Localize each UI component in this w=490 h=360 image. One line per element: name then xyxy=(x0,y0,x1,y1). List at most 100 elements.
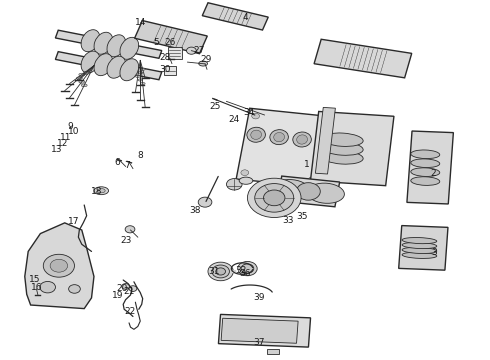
Ellipse shape xyxy=(411,159,440,167)
Polygon shape xyxy=(316,107,335,174)
Text: 17: 17 xyxy=(68,217,79,226)
Circle shape xyxy=(319,120,327,126)
Circle shape xyxy=(50,259,68,272)
Ellipse shape xyxy=(296,135,307,144)
Text: 20: 20 xyxy=(117,284,128,293)
Circle shape xyxy=(208,262,233,281)
Ellipse shape xyxy=(120,37,139,59)
Circle shape xyxy=(187,47,196,54)
Ellipse shape xyxy=(307,183,344,203)
Polygon shape xyxy=(399,226,448,270)
Circle shape xyxy=(308,177,316,183)
Ellipse shape xyxy=(322,142,363,155)
Ellipse shape xyxy=(79,80,85,83)
Text: 9: 9 xyxy=(68,122,74,131)
Text: 38: 38 xyxy=(190,206,201,215)
Text: 27: 27 xyxy=(194,46,205,55)
Polygon shape xyxy=(55,51,162,80)
Ellipse shape xyxy=(411,150,440,159)
Ellipse shape xyxy=(402,238,437,244)
Ellipse shape xyxy=(239,177,253,184)
Circle shape xyxy=(40,282,55,293)
Circle shape xyxy=(264,190,285,206)
Ellipse shape xyxy=(94,32,113,54)
Text: 26: 26 xyxy=(164,37,175,46)
Text: 21: 21 xyxy=(123,287,135,296)
Text: 23: 23 xyxy=(121,235,132,244)
Polygon shape xyxy=(277,176,340,207)
Text: 18: 18 xyxy=(91,187,102,196)
Text: 32: 32 xyxy=(235,266,247,275)
Ellipse shape xyxy=(293,132,311,147)
Circle shape xyxy=(241,264,254,273)
Text: 39: 39 xyxy=(253,293,265,302)
Text: 16: 16 xyxy=(31,283,42,292)
Polygon shape xyxy=(219,314,311,347)
Text: 14: 14 xyxy=(135,18,147,27)
Polygon shape xyxy=(202,3,268,30)
Circle shape xyxy=(238,261,257,276)
Polygon shape xyxy=(236,108,332,188)
Ellipse shape xyxy=(274,132,285,142)
Text: 25: 25 xyxy=(209,102,220,111)
Circle shape xyxy=(129,286,137,292)
Text: 24: 24 xyxy=(229,116,240,125)
Polygon shape xyxy=(314,39,412,78)
Ellipse shape xyxy=(140,68,145,70)
Ellipse shape xyxy=(247,127,266,142)
Ellipse shape xyxy=(81,84,87,87)
Ellipse shape xyxy=(84,71,90,74)
Ellipse shape xyxy=(94,54,113,76)
Text: 33: 33 xyxy=(282,216,294,225)
Ellipse shape xyxy=(402,247,437,253)
Polygon shape xyxy=(135,21,207,54)
Ellipse shape xyxy=(402,242,437,249)
Text: 19: 19 xyxy=(112,291,123,300)
Text: 28: 28 xyxy=(159,53,171,62)
Circle shape xyxy=(296,183,320,200)
Circle shape xyxy=(241,170,249,176)
Ellipse shape xyxy=(322,133,363,147)
Bar xyxy=(267,349,279,354)
Ellipse shape xyxy=(140,82,145,85)
Ellipse shape xyxy=(107,35,126,57)
Ellipse shape xyxy=(120,59,139,81)
Ellipse shape xyxy=(199,61,207,66)
Text: 34: 34 xyxy=(243,108,255,117)
Text: 12: 12 xyxy=(57,139,69,148)
Text: 37: 37 xyxy=(253,338,265,347)
Ellipse shape xyxy=(411,177,440,185)
Ellipse shape xyxy=(81,30,100,52)
Circle shape xyxy=(255,184,294,212)
Ellipse shape xyxy=(411,168,440,176)
Circle shape xyxy=(252,113,260,119)
Circle shape xyxy=(43,254,74,277)
Text: 2: 2 xyxy=(430,169,436,178)
Ellipse shape xyxy=(98,189,105,193)
Text: 10: 10 xyxy=(68,127,79,136)
Text: 31: 31 xyxy=(208,267,220,276)
Text: 4: 4 xyxy=(242,13,248,22)
Ellipse shape xyxy=(81,51,100,73)
Polygon shape xyxy=(221,318,298,343)
Circle shape xyxy=(125,226,135,233)
Ellipse shape xyxy=(251,130,262,139)
Circle shape xyxy=(198,197,212,207)
Text: 15: 15 xyxy=(29,275,40,284)
Text: 22: 22 xyxy=(124,307,136,316)
Ellipse shape xyxy=(272,180,310,200)
Ellipse shape xyxy=(402,252,437,258)
Text: 13: 13 xyxy=(51,145,63,154)
Text: 3: 3 xyxy=(431,248,437,257)
Text: 1: 1 xyxy=(303,161,309,170)
Circle shape xyxy=(212,265,229,278)
Circle shape xyxy=(247,178,301,217)
Text: 29: 29 xyxy=(200,55,212,64)
Ellipse shape xyxy=(135,75,140,77)
Text: 36: 36 xyxy=(239,269,251,278)
Polygon shape xyxy=(311,112,394,186)
Ellipse shape xyxy=(107,56,126,78)
Circle shape xyxy=(122,284,129,289)
Ellipse shape xyxy=(270,130,289,145)
Polygon shape xyxy=(407,131,453,204)
